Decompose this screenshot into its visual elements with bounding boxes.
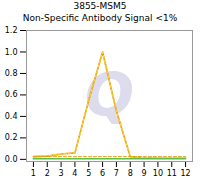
svg-text:0.4: 0.4 xyxy=(5,112,18,121)
html-text:Non-Specific Antibody Signal <: Non-Specific Antibody Signal <1% xyxy=(22,13,178,23)
svg-text:4: 4 xyxy=(72,169,77,178)
svg-text:7: 7 xyxy=(114,169,119,178)
svg-text:Q: Q xyxy=(85,61,134,129)
svg-text:12: 12 xyxy=(180,169,190,178)
svg-text:1: 1 xyxy=(31,169,36,178)
svg-text:0.2: 0.2 xyxy=(5,133,18,142)
svg-text:0.8: 0.8 xyxy=(5,69,18,78)
svg-text:3: 3 xyxy=(59,169,64,178)
svg-text:0.6: 0.6 xyxy=(5,90,18,99)
svg-text:6: 6 xyxy=(100,169,105,178)
html-text:3855-MSM5: 3855-MSM5 xyxy=(73,1,127,11)
svg-text:1.2: 1.2 xyxy=(5,26,18,35)
svg-text:1.0: 1.0 xyxy=(5,48,18,57)
svg-text:11: 11 xyxy=(167,169,177,178)
svg-text:8: 8 xyxy=(128,169,133,178)
svg-text:5: 5 xyxy=(86,169,91,178)
svg-text:2: 2 xyxy=(45,169,50,178)
svg-text:0.0: 0.0 xyxy=(5,155,18,164)
svg-text:10: 10 xyxy=(153,169,163,178)
svg-text:9: 9 xyxy=(142,169,147,178)
